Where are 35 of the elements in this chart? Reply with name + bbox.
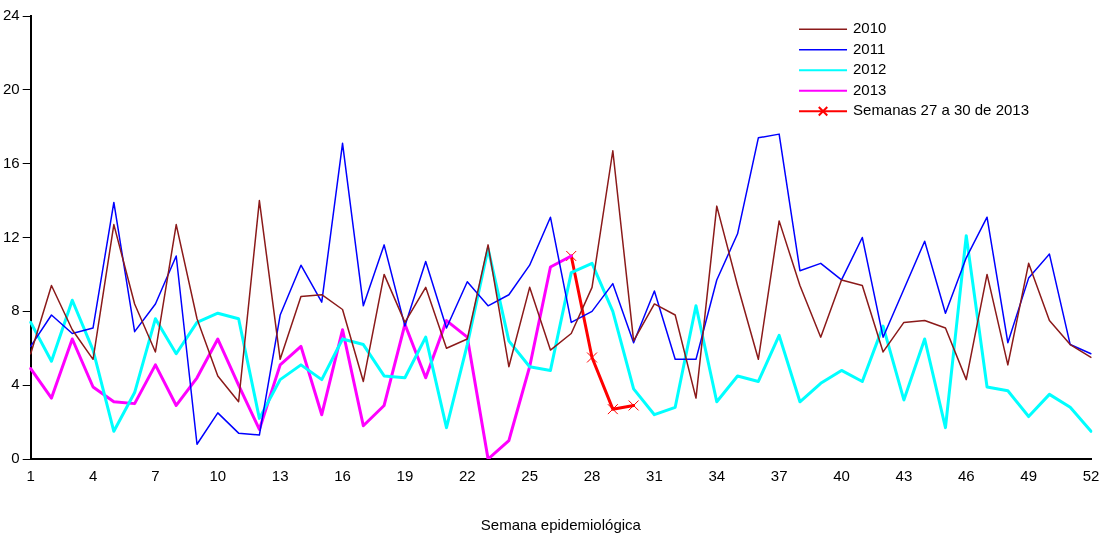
x-tick-label: 22 [458, 467, 476, 485]
y-tick-label: 24 [3, 6, 20, 24]
x-tick-label: 16 [334, 467, 351, 485]
y-tick-label: 16 [3, 153, 20, 171]
y-tick-label: 20 [3, 79, 20, 97]
x-axis-title: Semana epidemiológica [480, 516, 642, 534]
x-tick-label: 13 [271, 467, 289, 485]
x-tick-label: 40 [833, 467, 850, 485]
x-tick-label: 1 [26, 467, 35, 485]
x-tick-label: 31 [646, 467, 663, 485]
x-tick-label: 34 [708, 467, 726, 485]
x-tick-label: 25 [521, 467, 538, 485]
legend-label: 2012 [853, 60, 887, 78]
x-tick-label: 49 [1020, 467, 1037, 485]
x-tick-label: 28 [583, 467, 601, 485]
y-tick-label: 0 [11, 449, 20, 467]
x-tick-label: 4 [88, 467, 98, 485]
legend-label: 2010 [853, 19, 887, 37]
point [565, 250, 577, 262]
point [607, 403, 619, 415]
x-tick-label: 19 [396, 467, 414, 485]
x-tick-label: 52 [1082, 467, 1100, 485]
x-tick-label: 43 [895, 467, 913, 485]
x-tick-label: 37 [770, 467, 788, 485]
y-tick-label: 12 [3, 227, 20, 245]
legend-label: 2013 [853, 80, 887, 98]
y-tick-label: 8 [11, 301, 20, 319]
point [628, 400, 640, 411]
x-tick-label: 10 [209, 467, 227, 485]
x-tick-label: 46 [957, 467, 975, 485]
point [586, 352, 598, 363]
y-tick-label: 4 [11, 375, 20, 393]
x-tick-label: 7 [151, 467, 160, 485]
legend-label: Semanas 27 a 30 de 2013 [853, 101, 1030, 119]
legend-label: 2011 [853, 39, 886, 57]
